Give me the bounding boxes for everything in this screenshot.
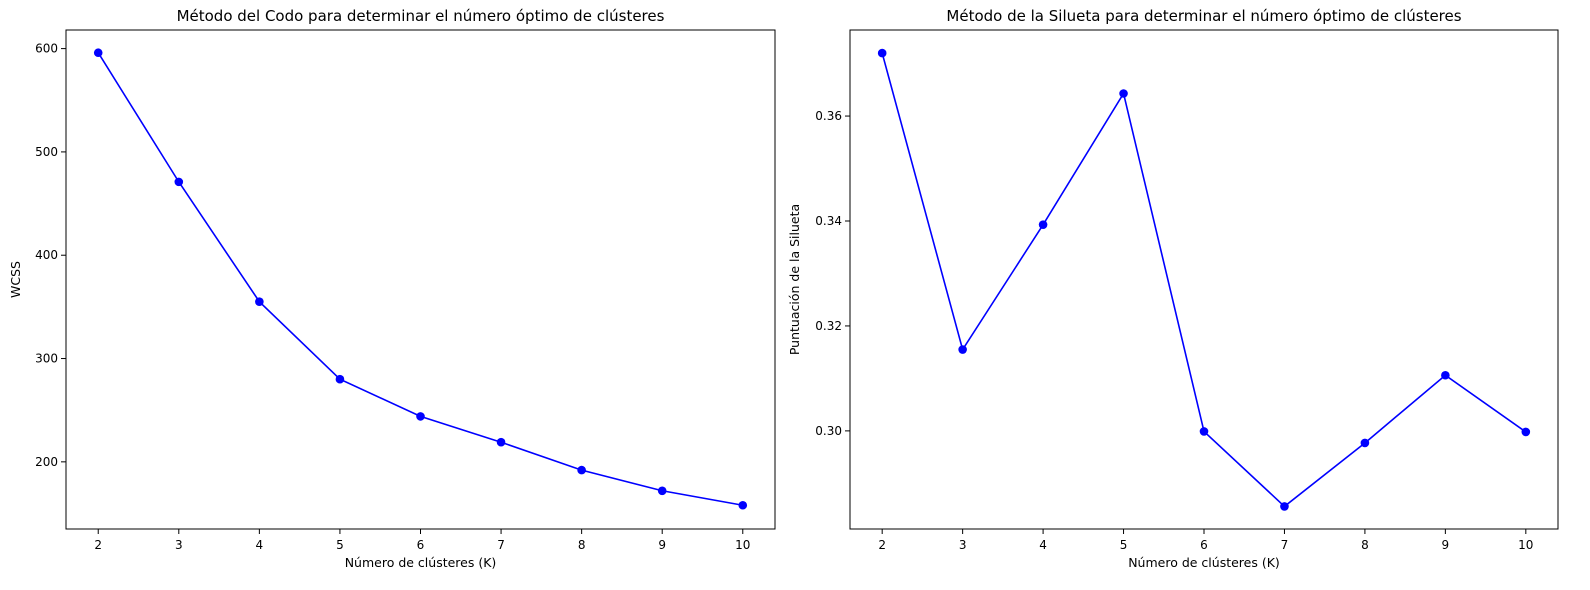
silhouette-chart-point [1360, 438, 1370, 448]
elbow-chart-point [335, 374, 345, 384]
silhouette-chart-xtick-label: 4 [1039, 538, 1047, 552]
elbow-chart-xtick-label: 4 [256, 538, 264, 552]
silhouette-chart-xtick-label: 2 [878, 538, 886, 552]
silhouette-chart-ytick-label: 0.34 [815, 214, 842, 228]
elbow-chart-ytick-label: 600 [35, 42, 58, 56]
elbow-chart-point [496, 437, 506, 447]
elbow-chart-ytick-label: 500 [35, 145, 58, 159]
elbow-chart-ylabel: WCSS [8, 261, 23, 298]
elbow-chart-point [174, 177, 184, 187]
elbow-chart-ytick-label: 200 [35, 455, 58, 469]
elbow-chart-point [657, 486, 667, 496]
silhouette-chart-point [1441, 370, 1450, 380]
silhouette-chart-xtick-label: 9 [1442, 538, 1450, 552]
silhouette-chart-ylabel: Puntuación de la Silueta [787, 204, 802, 355]
silhouette-chart-ytick-label: 0.32 [815, 319, 842, 333]
elbow-chart-ytick-label: 400 [35, 248, 58, 262]
elbow-chart-xtick-label: 10 [735, 538, 750, 552]
elbow-chart-xlabel: Número de clústeres (K) [345, 555, 497, 570]
silhouette-chart-point [877, 48, 887, 58]
elbow-chart: Método del Codo para determinar el númer… [8, 7, 776, 570]
silhouette-chart-xtick-label: 8 [1361, 538, 1369, 552]
silhouette-chart-xlabel: Número de clústeres (K) [1128, 555, 1280, 570]
elbow-chart-frame [65, 29, 776, 530]
elbow-chart-xtick-label: 7 [497, 538, 505, 552]
silhouette-chart-point [1119, 89, 1128, 98]
elbow-chart-xtick-label: 5 [336, 538, 344, 552]
silhouette-chart-title: Método de la Silueta para determinar el … [946, 7, 1461, 25]
elbow-chart-xtick-label: 2 [94, 538, 102, 552]
silhouette-chart-xtick-label: 7 [1281, 538, 1289, 552]
silhouette-chart-xtick-label: 6 [1200, 538, 1208, 552]
silhouette-chart-series-line [881, 52, 1527, 508]
elbow-chart-point [416, 412, 425, 421]
silhouette-chart-point [1280, 502, 1289, 511]
elbow-chart-xtick-label: 9 [658, 538, 666, 552]
elbow-chart-point [738, 500, 748, 510]
elbow-chart-title: Método del Codo para determinar el númer… [177, 7, 665, 25]
silhouette-chart-xtick-label: 10 [1518, 538, 1533, 552]
elbow-chart-ytick-label: 300 [35, 352, 58, 366]
silhouette-chart-point [1521, 427, 1531, 437]
elbow-chart-point [255, 297, 264, 307]
silhouette-chart-frame [849, 29, 1559, 530]
silhouette-chart-point [1038, 220, 1048, 229]
silhouette-chart-point [1199, 427, 1209, 436]
elbow-chart-series-line [97, 52, 743, 507]
elbow-chart-xtick-label: 6 [417, 538, 425, 552]
silhouette-chart-ytick-label: 0.36 [815, 109, 842, 123]
silhouette-chart-xtick-label: 3 [959, 538, 967, 552]
silhouette-chart: Método de la Silueta para determinar el … [787, 7, 1559, 570]
silhouette-chart-ytick-label: 0.30 [815, 424, 842, 438]
elbow-chart-point [577, 465, 586, 475]
silhouette-chart-point [958, 345, 967, 354]
elbow-chart-point [93, 48, 103, 58]
elbow-chart-xtick-label: 8 [578, 538, 586, 552]
silhouette-chart-xtick-label: 5 [1120, 538, 1128, 552]
elbow-chart-xtick-label: 3 [175, 538, 183, 552]
